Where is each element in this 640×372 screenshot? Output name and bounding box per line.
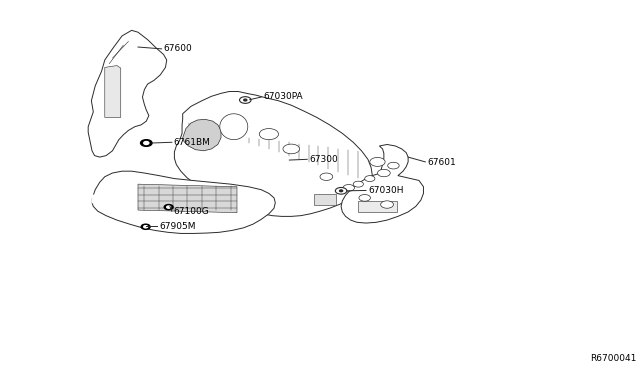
Circle shape	[164, 205, 173, 210]
Text: 67030H: 67030H	[368, 186, 403, 195]
Circle shape	[239, 97, 251, 103]
Text: 67600: 67600	[164, 44, 192, 52]
Polygon shape	[138, 184, 237, 213]
Circle shape	[340, 190, 342, 192]
Circle shape	[335, 187, 347, 194]
Circle shape	[144, 141, 149, 144]
Circle shape	[259, 129, 278, 140]
Circle shape	[144, 226, 148, 228]
Polygon shape	[92, 171, 275, 234]
Text: 67100G: 67100G	[173, 208, 209, 217]
Polygon shape	[182, 119, 221, 151]
Circle shape	[141, 140, 152, 146]
Polygon shape	[174, 92, 372, 217]
Circle shape	[388, 162, 399, 169]
Polygon shape	[88, 31, 167, 157]
Circle shape	[343, 185, 355, 191]
Circle shape	[141, 224, 150, 230]
Circle shape	[359, 195, 371, 201]
Circle shape	[320, 173, 333, 180]
Text: R6700041: R6700041	[589, 354, 636, 363]
Circle shape	[353, 181, 364, 187]
Circle shape	[381, 201, 394, 208]
Text: 67030PA: 67030PA	[263, 92, 303, 101]
Polygon shape	[341, 144, 424, 223]
Circle shape	[167, 206, 171, 208]
Circle shape	[378, 169, 390, 177]
Text: 6761BM: 6761BM	[173, 138, 211, 147]
Polygon shape	[92, 195, 105, 203]
Circle shape	[365, 176, 375, 182]
Text: 67300: 67300	[309, 155, 338, 164]
Polygon shape	[105, 65, 121, 118]
Circle shape	[244, 99, 247, 101]
Polygon shape	[358, 201, 397, 212]
Polygon shape	[220, 114, 248, 140]
Circle shape	[283, 144, 300, 154]
Circle shape	[370, 157, 385, 166]
Polygon shape	[314, 194, 336, 205]
Text: 67905M: 67905M	[159, 221, 196, 231]
Text: 67601: 67601	[428, 158, 456, 167]
